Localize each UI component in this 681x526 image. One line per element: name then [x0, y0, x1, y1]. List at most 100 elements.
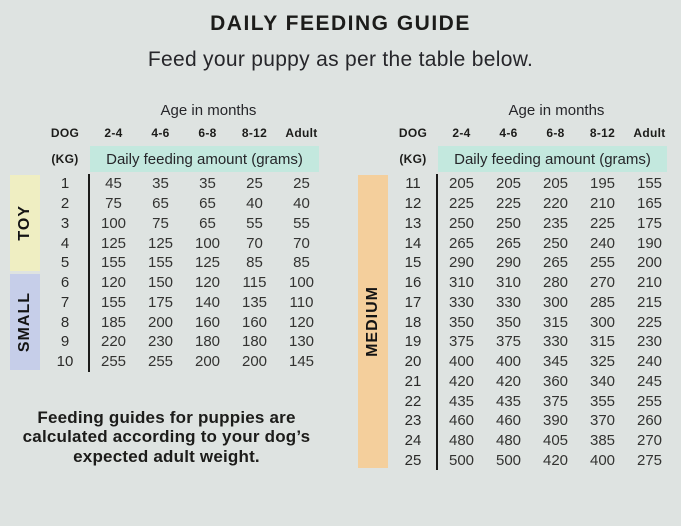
amount-cell: 190 — [636, 234, 663, 252]
amount-cell: 180 — [241, 333, 268, 351]
amount-cell: 100 — [100, 214, 127, 232]
size-group-label: SMALL — [16, 291, 33, 352]
amount-cell: 240 — [589, 234, 616, 252]
amount-cell: 330 — [495, 293, 522, 311]
amount-cell: 300 — [589, 313, 616, 331]
weight-cell: 15 — [404, 254, 422, 272]
age-axis-row: Age in months — [8, 98, 325, 122]
amount-cell: 130 — [288, 333, 315, 351]
amount-cell: 200 — [241, 353, 268, 371]
amount-cell: 375 — [448, 333, 475, 351]
amount-cell: 40 — [293, 195, 310, 213]
weight-cell: 13 — [404, 214, 422, 232]
age-column-header: Adult — [633, 126, 666, 140]
amount-cell: 85 — [246, 254, 263, 272]
amount-cell: 205 — [495, 175, 522, 193]
amount-cell: 120 — [194, 274, 221, 292]
amount-cell: 220 — [542, 195, 569, 213]
weight-cell: 7 — [60, 293, 70, 311]
page-title: DAILY FEEDING GUIDE — [210, 12, 471, 35]
amount-cell: 270 — [589, 274, 616, 292]
amount-cell: 155 — [100, 254, 127, 272]
amount-cell: 330 — [448, 293, 475, 311]
weight-cell: 24 — [404, 432, 422, 450]
column-divider — [88, 174, 90, 372]
kg-unit-label: (KG) — [51, 152, 79, 166]
amount-cell: 40 — [246, 195, 263, 213]
amount-cell: 155 — [636, 175, 663, 193]
amount-cell: 260 — [636, 412, 663, 430]
amount-cell: 125 — [147, 234, 174, 252]
kg-unit-label: (KG) — [399, 152, 427, 166]
weight-cell: 20 — [404, 353, 422, 371]
column-divider — [436, 174, 438, 471]
amount-cell: 230 — [147, 333, 174, 351]
weight-cell: 21 — [404, 372, 422, 390]
size-group-block: SMALL — [10, 273, 40, 370]
page-subtitle: Feed your puppy as per the table below. — [147, 48, 534, 71]
weight-cell: 12 — [404, 195, 422, 213]
amount-cell: 210 — [589, 195, 616, 213]
amount-cell: 85 — [293, 254, 310, 272]
amount-cell: 100 — [194, 234, 221, 252]
amount-cell: 225 — [495, 195, 522, 213]
amount-cell: 500 — [448, 451, 475, 469]
feeding-table-toy-small: Age in months DOG 2-4 4-6 6-8 8-12 Adult (KG) Da… — [8, 98, 325, 372]
amount-band: Daily feeding amount (grams) — [90, 146, 319, 172]
amount-cell: 195 — [589, 175, 616, 193]
table-body: MEDIUM 11 205 205 205 195 155 12 225 225 220 210 165… — [356, 174, 673, 471]
amount-cell: 255 — [589, 254, 616, 272]
age-column-header: 2-4 — [452, 126, 471, 140]
weight-cell: 16 — [404, 274, 422, 292]
weight-cell: 22 — [404, 392, 422, 410]
amount-cell: 185 — [100, 313, 127, 331]
age-column-header: 4-6 — [151, 126, 170, 140]
amount-cell: 435 — [448, 392, 475, 410]
amount-cell: 155 — [100, 293, 127, 311]
age-column-header: Adult — [285, 126, 318, 140]
amount-cell: 115 — [242, 274, 267, 292]
weight-cell: 5 — [60, 254, 70, 272]
amount-cell: 375 — [542, 392, 569, 410]
weight-cell: 14 — [404, 234, 422, 252]
amount-cell: 165 — [636, 195, 663, 213]
amount-cell: 25 — [246, 175, 263, 193]
amount-cell: 345 — [542, 353, 569, 371]
amount-cell: 65 — [199, 214, 216, 232]
amount-cell: 420 — [542, 451, 569, 469]
age-column-header: 2-4 — [104, 126, 123, 140]
age-column-header: 6-8 — [546, 126, 565, 140]
amount-cell: 385 — [589, 432, 616, 450]
age-in-months-label: Age in months — [508, 101, 605, 119]
dog-kg-label: DOG — [398, 126, 428, 140]
column-headers-row: DOG 2-4 4-6 6-8 8-12 Adult — [8, 122, 325, 144]
amount-cell: 280 — [542, 274, 569, 292]
amount-cell: 225 — [448, 195, 475, 213]
amount-cell: 150 — [147, 274, 174, 292]
size-group-block: TOY — [10, 175, 40, 271]
weight-cell: 18 — [404, 313, 422, 331]
amount-cell: 200 — [147, 313, 174, 331]
amount-cell: 255 — [636, 392, 663, 410]
age-column-header: 6-8 — [198, 126, 217, 140]
amount-cell: 55 — [246, 214, 263, 232]
amount-cell: 265 — [495, 234, 522, 252]
weight-cell: 9 — [60, 333, 70, 351]
amount-cell: 220 — [100, 333, 127, 351]
age-column-header: 8-12 — [241, 126, 268, 140]
amount-cell: 400 — [448, 353, 475, 371]
amount-cell: 240 — [636, 353, 663, 371]
amount-cell: 325 — [589, 353, 616, 371]
amount-cell: 460 — [495, 412, 522, 430]
amount-cell: 310 — [495, 274, 522, 292]
dog-kg-label: DOG — [50, 126, 80, 140]
amount-cell: 250 — [448, 214, 475, 232]
amount-cell: 390 — [542, 412, 569, 430]
amount-cell: 480 — [495, 432, 522, 450]
amount-cell: 285 — [589, 293, 616, 311]
amount-cell: 420 — [448, 372, 475, 390]
weight-cell: 8 — [60, 313, 70, 331]
weight-cell: 10 — [56, 353, 74, 371]
amount-cell: 65 — [152, 195, 169, 213]
left-column: Age in months DOG 2-4 4-6 6-8 8-12 Adult (KG) Da… — [8, 98, 325, 470]
